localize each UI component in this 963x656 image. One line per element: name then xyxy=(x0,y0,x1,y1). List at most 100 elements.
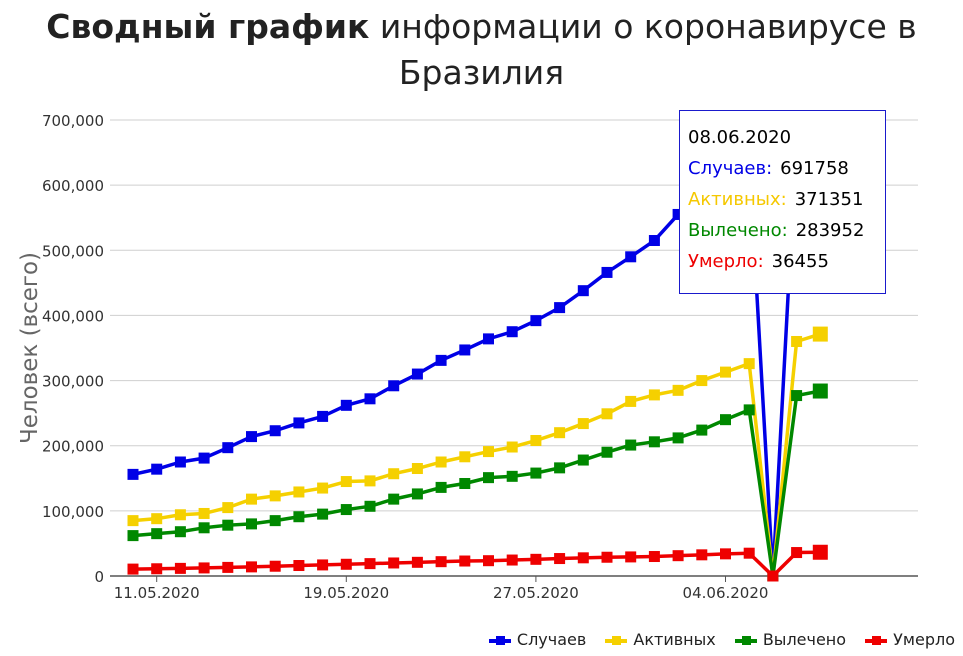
legend-label-cases: Случаев xyxy=(516,630,587,649)
data-point-cases xyxy=(293,417,305,429)
data-point-recovered xyxy=(317,508,329,520)
data-point-recovered xyxy=(293,511,305,523)
tooltip-label-active: Активных: xyxy=(688,189,787,210)
legend-label-deaths: Умерло xyxy=(893,630,955,649)
data-point-deaths xyxy=(293,560,305,572)
data-point-active xyxy=(151,513,163,525)
data-point-deaths xyxy=(151,563,163,575)
data-point-active xyxy=(388,468,400,480)
data-point-deaths xyxy=(577,552,589,564)
data-point-active xyxy=(246,493,257,505)
chart-title: Сводный график информации о коронавирусе… xyxy=(0,4,963,96)
data-point-active xyxy=(317,482,329,494)
data-point-cases xyxy=(577,285,589,297)
legend-item-cases[interactable]: Случаев xyxy=(488,630,587,649)
data-point-active xyxy=(648,389,660,401)
data-point-cases xyxy=(246,431,257,443)
y-tick-label: 400,000 xyxy=(42,307,104,325)
legend-swatch-recovered xyxy=(734,635,757,645)
data-point-deaths xyxy=(625,551,637,563)
data-point-deaths xyxy=(246,561,257,573)
legend-swatch-deaths xyxy=(865,635,888,645)
data-point-recovered xyxy=(459,477,471,489)
data-point-recovered xyxy=(577,454,589,466)
series-line-active xyxy=(132,332,821,578)
data-point-deaths xyxy=(198,562,210,574)
tooltip-label-cases: Случаев: xyxy=(688,158,773,179)
data-point-deaths xyxy=(483,555,494,567)
data-point-recovered xyxy=(340,504,352,516)
chart-title-rest: информации о коронавирусе в Бразилия xyxy=(379,7,917,92)
data-point-recovered xyxy=(530,467,542,479)
data-point-cases xyxy=(483,333,494,345)
data-point-deaths xyxy=(269,560,281,572)
data-point-recovered xyxy=(696,424,708,436)
data-point-recovered xyxy=(246,518,257,530)
tooltip-row-deaths: Умерло: 36455 xyxy=(688,246,885,277)
data-point-active xyxy=(577,418,589,430)
data-point-active xyxy=(411,463,423,475)
data-point-active xyxy=(625,395,637,407)
data-point-active xyxy=(127,515,139,527)
data-point-deaths xyxy=(411,556,423,568)
data-point-deaths xyxy=(317,559,329,571)
data-point-recovered xyxy=(791,390,803,402)
data-point-active xyxy=(435,456,447,468)
data-point-deaths xyxy=(812,544,828,560)
data-point-cases xyxy=(340,399,352,411)
data-point-active xyxy=(198,507,210,519)
data-point-deaths xyxy=(222,561,234,573)
data-point-deaths xyxy=(554,553,566,565)
data-point-cases xyxy=(625,251,637,263)
data-point-active xyxy=(506,441,518,453)
data-point-recovered xyxy=(743,404,755,416)
data-point-deaths xyxy=(388,557,400,569)
data-point-recovered xyxy=(151,528,163,540)
y-tick-label: 100,000 xyxy=(42,503,104,521)
data-point-deaths xyxy=(672,550,684,562)
data-point-deaths xyxy=(601,551,613,563)
data-point-cases xyxy=(222,442,234,454)
data-point-recovered xyxy=(483,472,494,484)
data-point-deaths xyxy=(767,570,779,582)
tooltip-row-recovered: Вылечено: 283952 xyxy=(688,215,885,246)
data-point-active xyxy=(174,509,186,521)
y-tick-label: 200,000 xyxy=(42,438,104,456)
legend-item-active[interactable]: Активных xyxy=(605,630,716,649)
data-point-cases xyxy=(648,235,660,247)
data-point-recovered xyxy=(625,439,637,451)
data-point-recovered xyxy=(672,432,684,444)
tooltip: 08.06.2020 Случаев: 691758 Активных: 37135… xyxy=(679,110,886,294)
x-tick-label: 19.05.2020 xyxy=(303,584,389,602)
data-point-deaths xyxy=(364,558,376,570)
tooltip-value-deaths: 36455 xyxy=(771,251,829,272)
y-tick-label: 0 xyxy=(94,568,104,586)
data-point-recovered xyxy=(601,446,613,458)
data-point-active xyxy=(720,366,731,378)
data-point-active xyxy=(812,326,828,342)
series-line-recovered xyxy=(132,389,821,578)
data-point-recovered xyxy=(388,493,400,505)
data-point-deaths xyxy=(791,547,803,559)
data-point-active xyxy=(791,335,803,347)
data-point-active xyxy=(269,490,281,502)
data-point-deaths xyxy=(530,553,542,565)
legend-item-deaths[interactable]: Умерло xyxy=(865,630,955,649)
tooltip-label-deaths: Умерло: xyxy=(688,251,764,272)
data-point-cases xyxy=(388,380,400,392)
data-point-deaths xyxy=(127,563,139,575)
x-tick-label: 11.05.2020 xyxy=(114,584,200,602)
legend-item-recovered[interactable]: Вылечено xyxy=(734,630,846,649)
data-point-recovered xyxy=(174,526,186,538)
legend-label-active: Активных xyxy=(633,630,716,649)
data-point-cases xyxy=(411,368,423,380)
tooltip-label-recovered: Вылечено: xyxy=(688,220,788,241)
chart-title-bold: Сводный график xyxy=(46,7,370,46)
data-point-active xyxy=(743,358,755,370)
y-tick-label: 500,000 xyxy=(42,242,104,260)
data-point-cases xyxy=(127,468,139,480)
data-point-cases xyxy=(364,393,376,405)
data-point-cases xyxy=(601,266,613,278)
data-point-active xyxy=(483,446,494,458)
